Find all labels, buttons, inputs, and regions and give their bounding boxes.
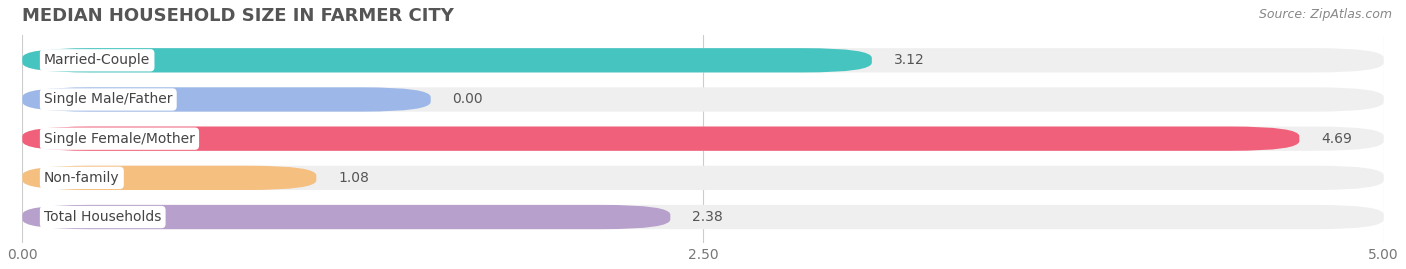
FancyBboxPatch shape (22, 166, 316, 190)
Text: 4.69: 4.69 (1322, 132, 1353, 146)
FancyBboxPatch shape (22, 166, 1384, 190)
Text: Total Households: Total Households (44, 210, 162, 224)
FancyBboxPatch shape (22, 126, 1384, 151)
FancyBboxPatch shape (22, 126, 1299, 151)
FancyBboxPatch shape (22, 87, 1384, 112)
FancyBboxPatch shape (22, 205, 671, 229)
FancyBboxPatch shape (22, 87, 430, 112)
Text: Single Male/Father: Single Male/Father (44, 93, 173, 107)
Text: 0.00: 0.00 (453, 93, 484, 107)
FancyBboxPatch shape (22, 48, 1384, 72)
Text: MEDIAN HOUSEHOLD SIZE IN FARMER CITY: MEDIAN HOUSEHOLD SIZE IN FARMER CITY (22, 7, 454, 25)
Text: Non-family: Non-family (44, 171, 120, 185)
Text: 2.38: 2.38 (692, 210, 723, 224)
Text: Single Female/Mother: Single Female/Mother (44, 132, 195, 146)
Text: 1.08: 1.08 (337, 171, 368, 185)
Text: 3.12: 3.12 (894, 53, 924, 67)
FancyBboxPatch shape (22, 48, 872, 72)
Text: Source: ZipAtlas.com: Source: ZipAtlas.com (1258, 8, 1392, 21)
Text: Married-Couple: Married-Couple (44, 53, 150, 67)
FancyBboxPatch shape (22, 205, 1384, 229)
